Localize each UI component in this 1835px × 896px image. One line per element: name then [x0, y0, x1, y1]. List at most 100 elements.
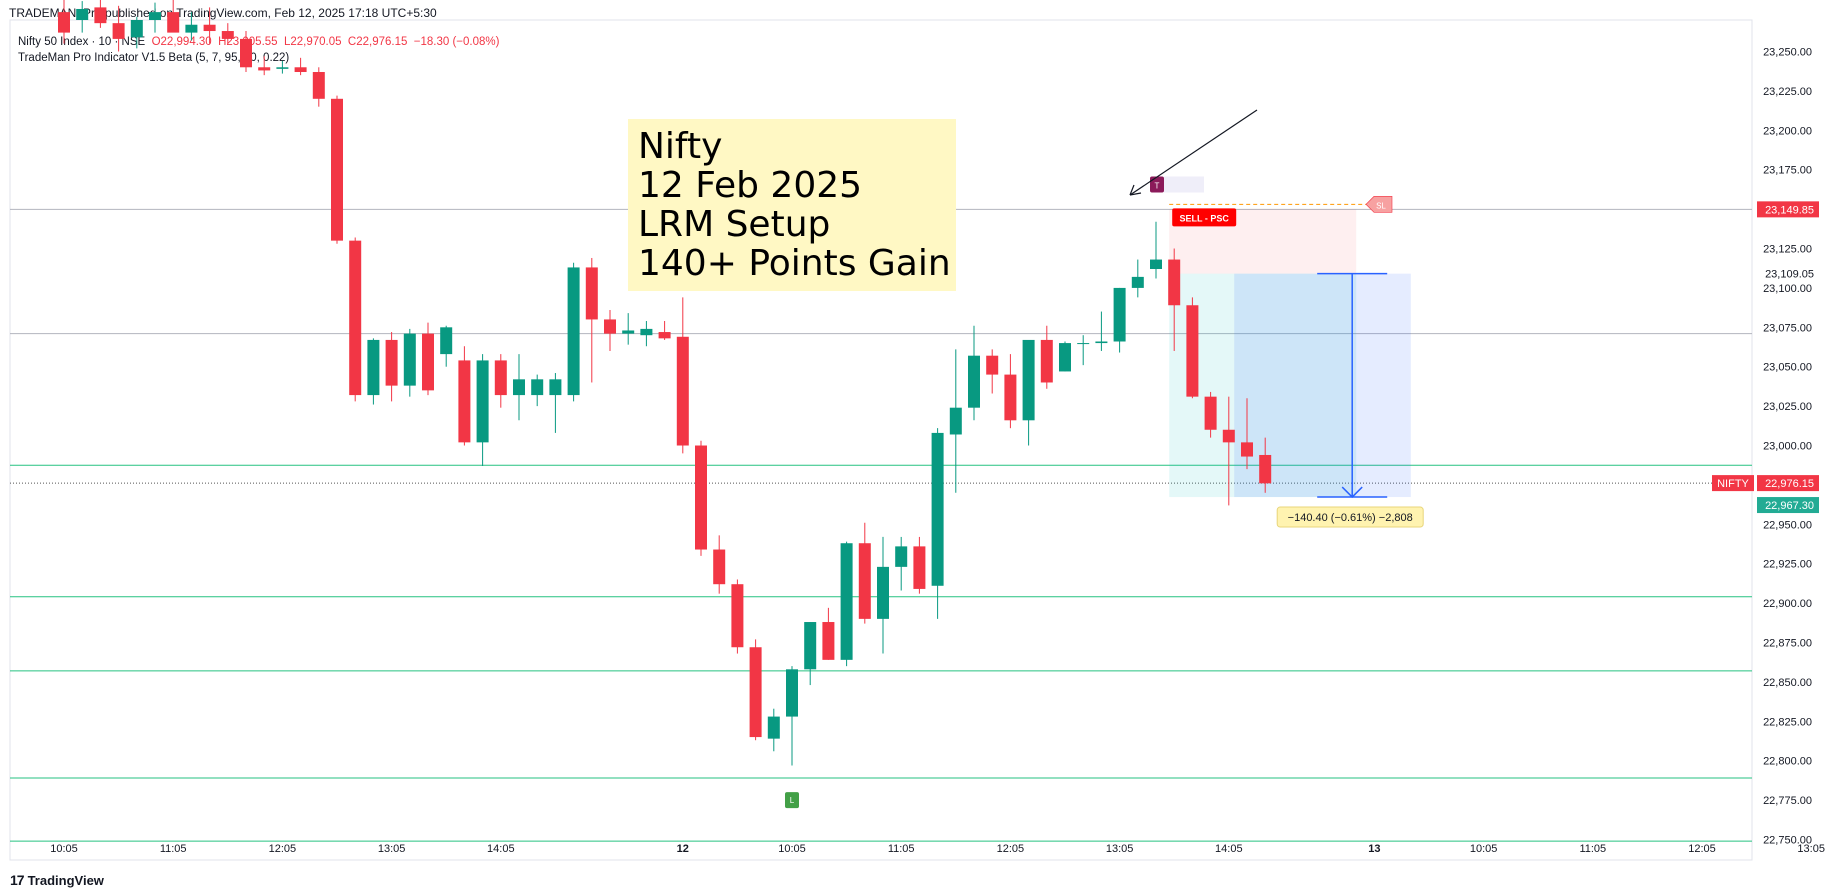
time-tick-label: 13:05 [1797, 843, 1825, 855]
price-tick-label: 22,950.00 [1763, 519, 1812, 531]
candle-body [76, 8, 89, 20]
candle [422, 322, 434, 396]
annotation-line-4: 140+ Points Gain [638, 243, 951, 284]
candle-body [604, 319, 616, 334]
candle-body [1150, 259, 1162, 270]
candle-body [1004, 374, 1017, 421]
price-axis: 23,250.00 23,225.00 23,200.00 23,175.00 23,1… [1712, 47, 1819, 847]
measure-label-bg [1276, 506, 1424, 528]
symbol-price-tag-label: NIFTY [1717, 478, 1749, 490]
candle [676, 297, 689, 454]
candle [494, 354, 507, 408]
candle-body [913, 546, 926, 589]
sell-signal: SELL - PSC [1172, 208, 1237, 227]
candle-body [749, 647, 762, 738]
candle-body [458, 360, 471, 443]
measure-arrowhead [1341, 486, 1363, 499]
candle-body [1022, 339, 1035, 421]
indicator-name: TradeMan Pro Indicator V1.5 Beta (5, 7, … [18, 52, 290, 64]
plot-frame [9, 19, 1753, 861]
price-tick-label: 23,200.00 [1763, 125, 1812, 137]
tradingview-logo-icon: 17 [10, 872, 25, 888]
candle [695, 440, 707, 556]
candle [731, 579, 744, 654]
candle [858, 522, 871, 624]
candle [585, 257, 598, 383]
candle [440, 325, 453, 367]
candle-body [1077, 343, 1090, 345]
time-tick-label: 14:05 [487, 843, 515, 855]
candle [640, 321, 653, 347]
annotation-textbox[interactable]: Nifty 12 Feb 2025 LRM Setup 140+ Points … [628, 119, 956, 291]
last-price-tag-label: 22,976.15 [1765, 478, 1814, 490]
top-marker-bg [1150, 176, 1164, 193]
annotation-line-1: Nifty [638, 126, 723, 167]
candle-body [1113, 287, 1126, 342]
candle [1131, 259, 1144, 298]
candle-body [221, 31, 234, 39]
candle [1150, 221, 1162, 279]
candle [840, 541, 853, 667]
candle [1186, 297, 1199, 399]
price-tick-label: 22,925.00 [1763, 559, 1812, 571]
price-tick-label: 22,900.00 [1763, 598, 1812, 610]
candle [403, 328, 416, 397]
candle-body [767, 716, 780, 739]
candle-body [567, 267, 580, 396]
target-price-tag-bg [1757, 497, 1819, 514]
price-tick-label: 22,775.00 [1763, 795, 1812, 807]
time-tick-label: 12 [677, 843, 689, 855]
candle-body [58, 12, 70, 33]
time-tick-label: 10:05 [778, 843, 806, 855]
candle [112, 5, 125, 52]
candle-body [1095, 341, 1108, 344]
candle [476, 354, 489, 467]
low-marker-label: L [790, 796, 795, 805]
candle-body [968, 355, 980, 408]
candle-body [112, 23, 125, 39]
candle-body [986, 355, 999, 375]
time-tick-label: 12:05 [997, 843, 1025, 855]
candle [1204, 391, 1217, 438]
candle-body [312, 72, 325, 99]
price-tick-label: 22,825.00 [1763, 716, 1812, 728]
candle [877, 536, 889, 654]
trend-arrow-line [1129, 109, 1258, 196]
candle [130, 16, 143, 49]
candle [713, 535, 726, 594]
candle [331, 95, 343, 244]
candle-body [804, 622, 817, 670]
price-tick-label: 23,225.00 [1763, 86, 1812, 98]
candle [531, 374, 544, 407]
candle-body [422, 333, 434, 391]
candle-body [294, 67, 307, 73]
candle [258, 56, 271, 76]
last-price-tag: 22,976.15 [1757, 475, 1819, 492]
candle-body [349, 240, 362, 396]
last-price-tag-bg [1757, 475, 1819, 492]
symbol-price-tag: NIFTY [1712, 475, 1754, 492]
indicator-legend-line[interactable]: TradeMan Pro Indicator V1.5 Beta (5, 7, … [18, 50, 499, 66]
candle [804, 622, 817, 686]
price-tick-label: 22,875.00 [1763, 638, 1812, 650]
time-tick-label: 13:05 [1106, 843, 1134, 855]
tradingview-footer[interactable]: 17 TradingView [10, 872, 104, 888]
time-tick-label: 11:05 [1579, 843, 1606, 855]
candle-body [513, 379, 525, 396]
measure-label: −140.40 (−0.61%) −2,808 [1288, 512, 1413, 524]
candle [949, 349, 962, 493]
candle [968, 325, 980, 421]
candle [240, 31, 252, 73]
candle-body [531, 379, 544, 396]
candle [1168, 248, 1181, 351]
sl-price-tag-bg [1757, 201, 1819, 218]
candle-body [658, 332, 671, 339]
sl-tag: SL [1365, 196, 1393, 213]
symbol-name: Nifty 50 Index · 10 · NSE [18, 36, 146, 48]
ohlc-low: L22,970.05 [283, 36, 342, 48]
price-tick-label: 22,750.00 [1763, 835, 1812, 847]
candle-body [1222, 429, 1235, 443]
candle [658, 321, 671, 340]
candle [294, 57, 307, 76]
